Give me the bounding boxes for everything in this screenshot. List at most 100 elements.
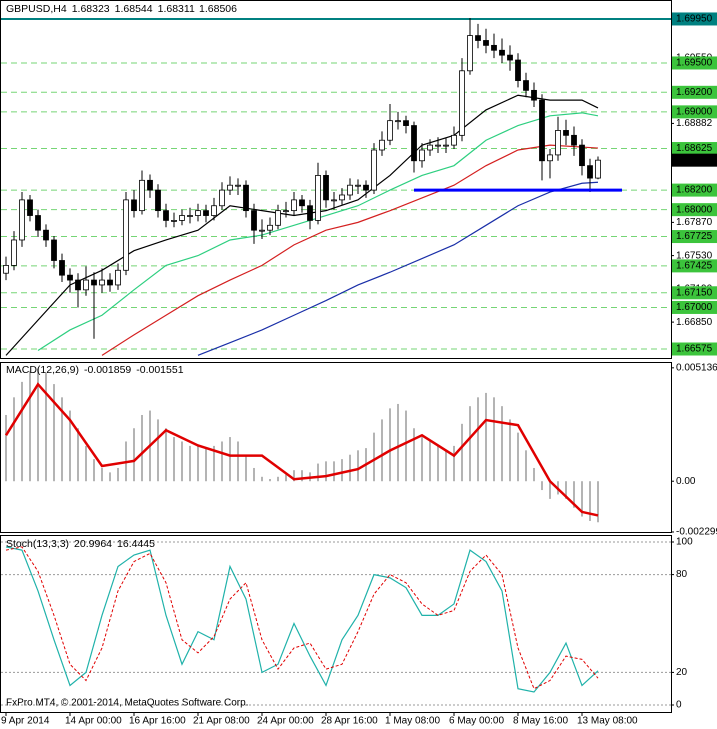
candle-body [579,144,585,167]
level-label: 1.67000 [676,302,713,313]
macd-bar [77,428,79,482]
macd-bar [293,470,295,482]
macd-bar [165,428,167,482]
level-label: 1.68000 [676,204,713,215]
macd-bar [29,370,31,482]
moving-average [197,181,599,356]
level-label: 1.66575 [676,344,713,355]
level-label: 1.67150 [676,287,713,298]
candle-body [3,264,9,274]
candle-body [355,184,361,187]
x-tick-label: 9 Apr 2014 [1,716,50,727]
candle-body [91,279,97,286]
level-label-box [672,203,717,217]
current-price-box [672,153,717,167]
candle-body [195,210,201,216]
macd-bar [485,392,487,482]
candle-body [219,189,225,207]
candle-body [563,130,569,136]
macd-bar [405,410,407,482]
candle-body [523,80,529,91]
macd-bar [469,406,471,482]
x-tick-label: 14 Apr 00:00 [65,716,122,727]
candle-body [323,175,329,201]
level-label-box [672,230,717,244]
macd-bar [317,463,319,482]
macd-bar [133,428,135,482]
candle-body [235,184,241,187]
macd-bar [61,397,63,482]
x-tick-label: 13 May 08:00 [577,716,638,727]
macd-bar [5,414,7,482]
macd-bar [493,397,495,482]
stoch-header: Stoch(13,3,3) 20.9964 16.4445 [6,538,155,550]
candle-body [139,179,145,212]
candle-body [379,139,385,151]
macd-bar [565,481,567,499]
macd-bar [381,419,383,482]
candle-body [291,199,297,212]
candle-body [427,144,433,151]
macd-bar [141,414,143,482]
candle-body [147,179,153,191]
chart-title: GBPUSD,H4 [6,3,67,15]
level-label-box [672,286,717,300]
candle-body [179,215,185,221]
candle-body [67,274,73,281]
macd-bar [429,441,431,482]
indicator-title: Stoch(13,3,3) [6,538,69,550]
candle-body [203,210,209,216]
level-label: 1.68200 [676,185,713,196]
candle-body [115,269,121,286]
header-value: 20.9964 [74,538,112,550]
macd-bar [85,445,87,482]
macd-bar [285,474,287,482]
y-tick-label: 80 [676,569,688,580]
macd-bar [189,445,191,482]
candle-body [35,215,41,231]
stoch-panel [0,535,672,713]
header-value: 16.4445 [117,538,155,550]
macd-bar [389,408,391,482]
macd-bar [597,481,599,523]
stoch-main [5,546,599,693]
macd-signal [4,382,599,517]
macd-bar [301,470,303,482]
macd-bar [581,481,583,517]
candle-body [315,175,321,221]
indicator-title: MACD(12,26,9) [6,364,79,376]
candle-body [443,144,449,147]
macd-bar [197,445,199,482]
candle-body [587,165,593,179]
candle-body [107,279,113,286]
level-label: 1.67725 [676,231,713,242]
macd-bar [525,450,527,482]
macd-bar [445,450,447,482]
y-tick-label: 0.005136 [676,362,717,373]
macd-bar [245,454,247,482]
macd-bar [397,403,399,482]
macd-bar [349,454,351,482]
candle-body [555,130,561,156]
candle-body [451,134,457,146]
candle-body [83,279,89,291]
candle-body [435,144,441,147]
macd-bar [509,419,511,482]
x-tick-label: 21 Apr 08:00 [193,716,250,727]
candle-body [19,199,25,241]
header-value: 1.68323 [72,3,110,15]
candle-body [27,199,33,216]
candle-body [51,239,57,261]
candle-body [43,229,49,241]
candle-body [467,35,473,72]
moving-average [101,144,599,356]
macd-bar [517,432,519,482]
level-label-box [672,259,717,273]
x-tick-label: 1 May 08:00 [385,716,440,727]
x-tick-label: 24 Apr 00:00 [257,716,314,727]
macd-bar [421,437,423,482]
candle-body [395,120,401,123]
level-label-box [672,183,717,197]
candle-body [363,184,369,191]
level-label-box [672,105,717,119]
